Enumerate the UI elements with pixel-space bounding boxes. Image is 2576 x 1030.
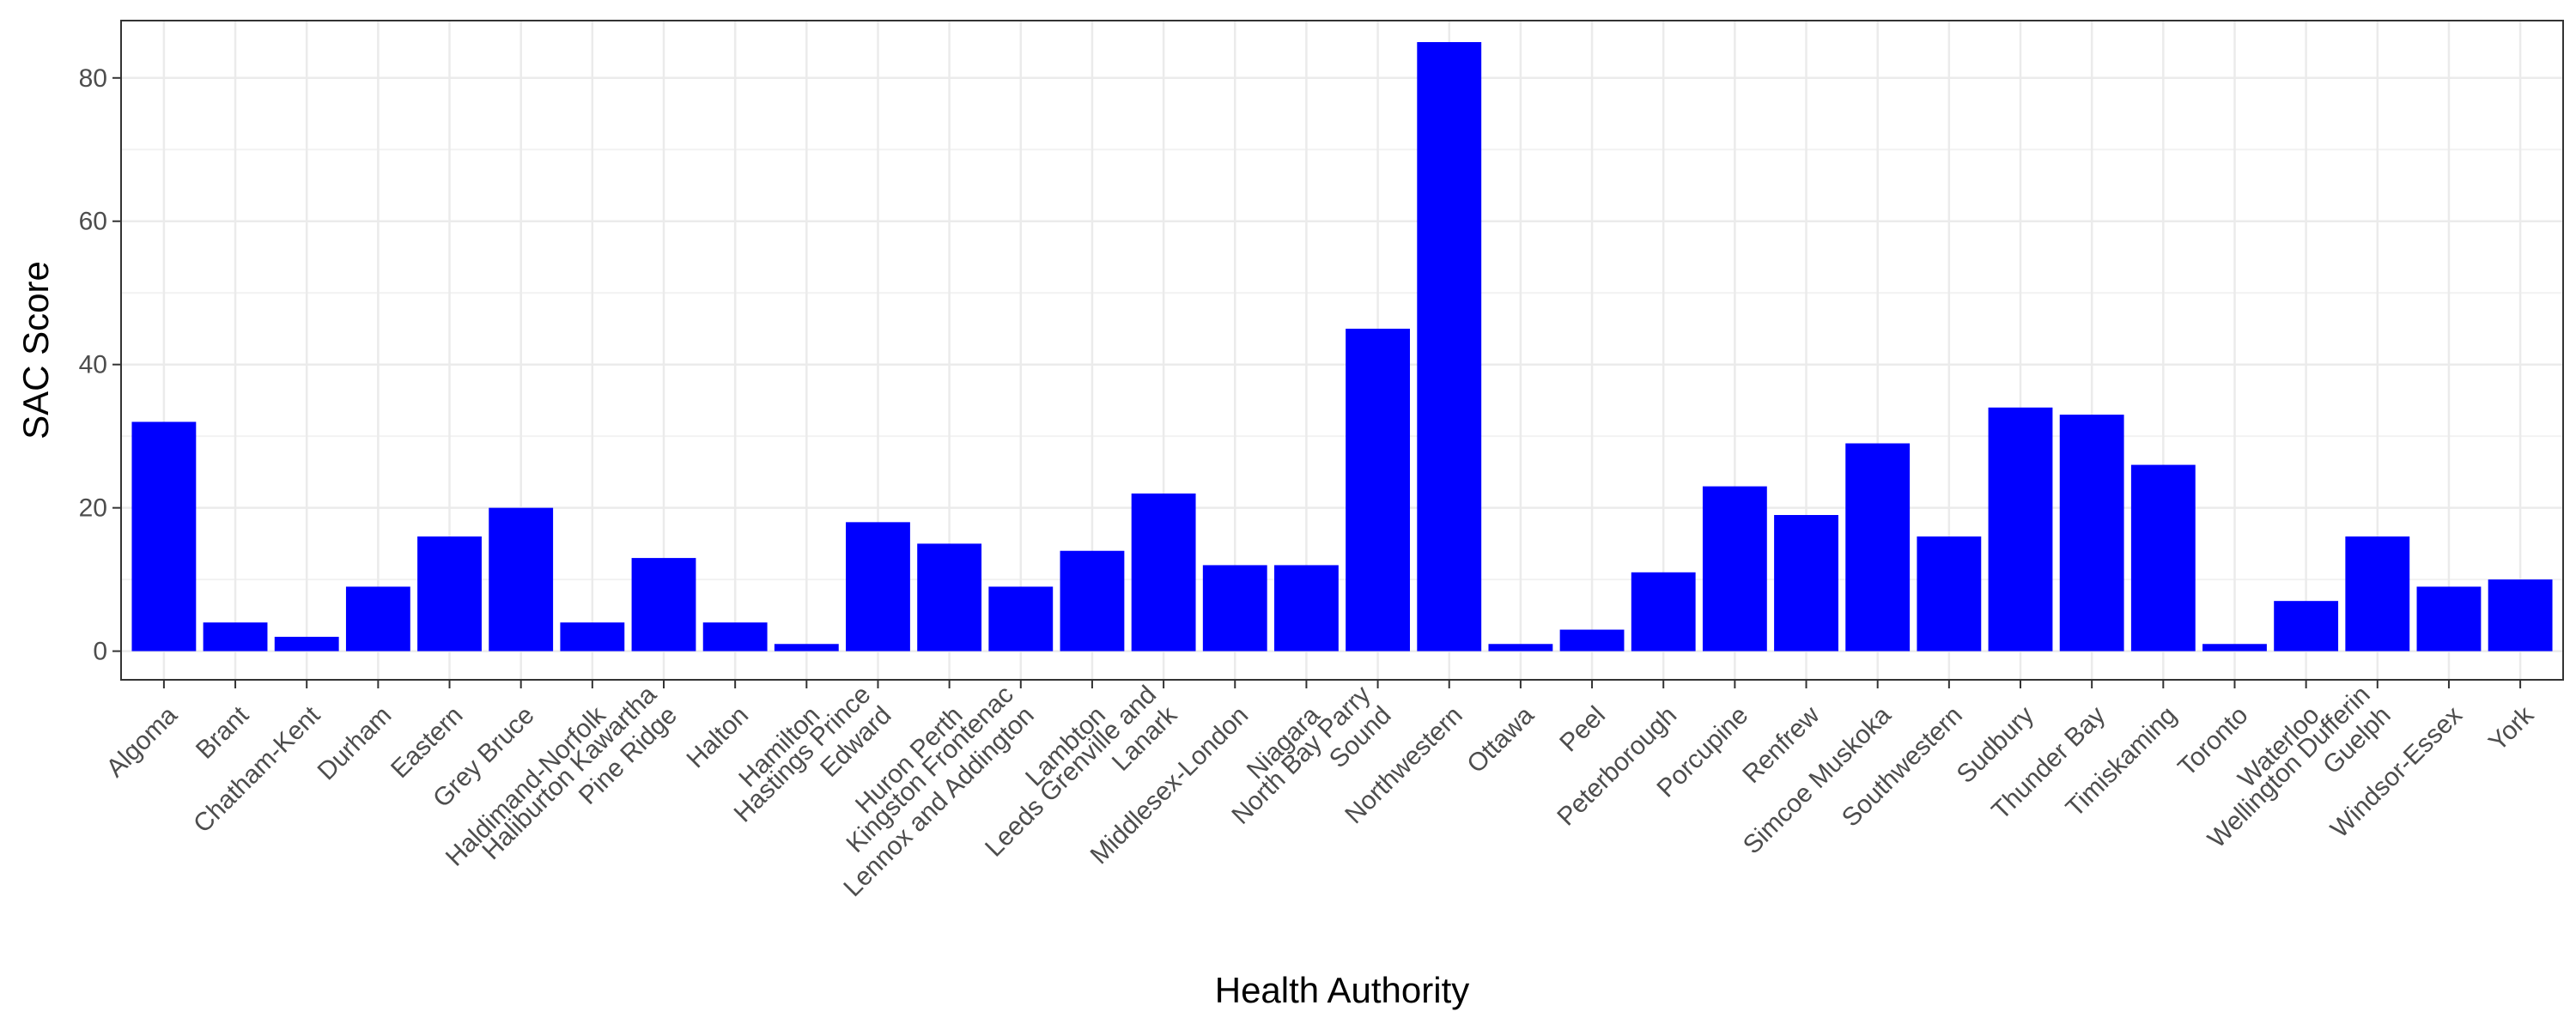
x-axis-title: Health Authority [1215, 970, 1470, 1010]
bar [1131, 493, 1196, 651]
bar [2059, 415, 2124, 651]
bar [274, 636, 339, 651]
x-tick-label: Brant [191, 700, 255, 765]
bar [1845, 443, 1911, 651]
bar [2345, 536, 2410, 651]
x-tick-label: Peel [1554, 701, 1611, 758]
bar [702, 622, 768, 651]
bar [1559, 629, 1625, 651]
x-tick-label: Chatham-Kent [188, 700, 326, 839]
x-axis: Algoma BrantChatham-KentDurhamEasternGrey… [101, 680, 2540, 902]
y-tick-label: 20 [79, 494, 107, 523]
bar [417, 536, 482, 651]
y-axis-title: SAC Score [15, 261, 56, 439]
bar [1346, 328, 1410, 651]
bar [2274, 601, 2339, 651]
bar [2488, 579, 2553, 651]
bar [1631, 572, 1696, 651]
bar [489, 507, 554, 651]
x-tick-label: Durham [313, 701, 398, 786]
x-tick-label: Ottawa [1461, 700, 1540, 779]
y-tick-label: 80 [79, 64, 107, 93]
bar [631, 558, 696, 651]
bar [1417, 42, 1482, 651]
panel-border [120, 20, 2564, 681]
bar [1702, 486, 1767, 651]
x-tick-label: York [2483, 700, 2540, 757]
bar [1488, 644, 1553, 651]
bar [131, 421, 197, 651]
x-tick-label: Algoma [101, 700, 183, 782]
panel-background [121, 21, 2563, 680]
y-axis: 0 20 40 60 80 [79, 64, 121, 666]
bar [846, 522, 910, 651]
bar [345, 586, 410, 651]
bar [203, 622, 268, 651]
bar [1988, 407, 2053, 651]
bar [774, 644, 839, 651]
bar [1060, 550, 1125, 651]
bar [2202, 644, 2267, 651]
bar [560, 622, 625, 651]
bar [917, 543, 982, 651]
x-tick-label: Haliburton KawarthaPine Ridge [477, 680, 683, 886]
bar [988, 586, 1054, 651]
bar [1274, 565, 1339, 651]
y-tick-label: 60 [79, 208, 107, 236]
y-tick-label: 0 [93, 638, 107, 666]
bar [2416, 586, 2482, 651]
bar [1774, 515, 1838, 651]
bar [1202, 565, 1267, 651]
y-tick-label: 40 [79, 351, 107, 379]
bar [1917, 536, 1982, 651]
bars [131, 42, 2553, 651]
bar [2130, 464, 2196, 651]
